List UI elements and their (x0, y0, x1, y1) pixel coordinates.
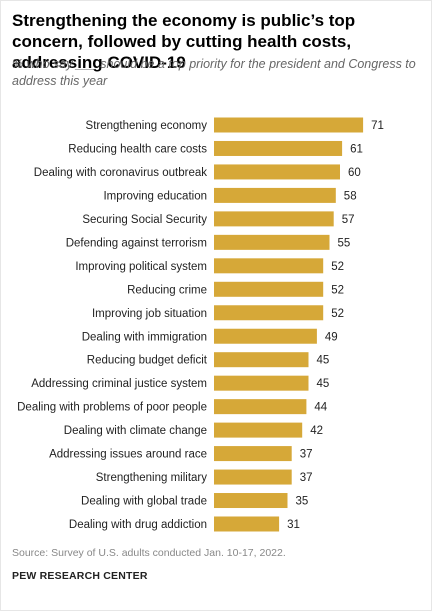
bar (214, 140, 343, 156)
chart-title: Strengthening the economy is public’s to… (12, 11, 356, 72)
chart-subtitle: % who say ___ should be a top priority f… (12, 57, 416, 88)
bar (214, 211, 334, 227)
bar (214, 446, 292, 462)
category-label: Dealing with climate change (64, 425, 207, 437)
category-label: Reducing health care costs (68, 144, 207, 156)
value-label: 45 (317, 355, 330, 367)
value-label: 71 (371, 120, 384, 132)
value-label: 37 (300, 472, 313, 484)
category-label: Dealing with global trade (81, 496, 207, 508)
value-label: 52 (331, 308, 344, 320)
category-label: Reducing budget deficit (87, 355, 208, 367)
bar (214, 258, 324, 274)
value-label: 44 (314, 402, 327, 414)
value-label: 55 (338, 237, 351, 249)
category-label: Defending against terrorism (66, 237, 207, 249)
bar (214, 375, 309, 391)
value-label: 52 (331, 284, 344, 296)
category-label: Securing Social Security (82, 214, 207, 226)
bar (214, 399, 307, 415)
chart: Strengthening economy 71 Reducing health c… (17, 117, 384, 532)
value-label: 42 (310, 425, 323, 437)
value-label: 45 (317, 378, 330, 390)
category-label: Dealing with coronavirus outbreak (34, 167, 207, 179)
value-label: 58 (344, 190, 357, 202)
bar (214, 281, 324, 297)
bar (214, 352, 309, 368)
bar (214, 328, 317, 344)
category-label: Addressing issues around race (49, 449, 207, 461)
value-label: 60 (348, 167, 361, 179)
category-label: Dealing with immigration (82, 331, 207, 343)
bar (214, 422, 303, 438)
value-label: 49 (325, 331, 338, 343)
category-label: Dealing with problems of poor people (17, 402, 207, 414)
value-label: 31 (287, 519, 300, 531)
bar (214, 187, 336, 203)
category-label: Dealing with drug addiction (69, 519, 207, 531)
bar (214, 117, 364, 133)
category-label: Strengthening military (96, 472, 207, 484)
value-label: 35 (296, 496, 309, 508)
bar (214, 493, 288, 509)
bar (214, 164, 340, 180)
value-label: 61 (350, 144, 363, 156)
bar (214, 234, 330, 250)
value-label: 37 (300, 449, 313, 461)
bar (214, 469, 292, 485)
category-label: Addressing criminal justice system (31, 378, 207, 390)
organization: PEW RESEARCH CENTER (12, 570, 148, 582)
category-label: Strengthening economy (86, 120, 208, 132)
category-label: Improving political system (75, 261, 207, 273)
category-label: Improving education (103, 190, 207, 202)
category-label: Improving job situation (92, 308, 207, 320)
category-label: Reducing crime (127, 284, 207, 296)
value-label: 57 (342, 214, 355, 226)
bar (214, 305, 324, 321)
bar (214, 516, 280, 532)
value-label: 52 (331, 261, 344, 273)
source-note: Source: Survey of U.S. adults conducted … (12, 547, 286, 559)
